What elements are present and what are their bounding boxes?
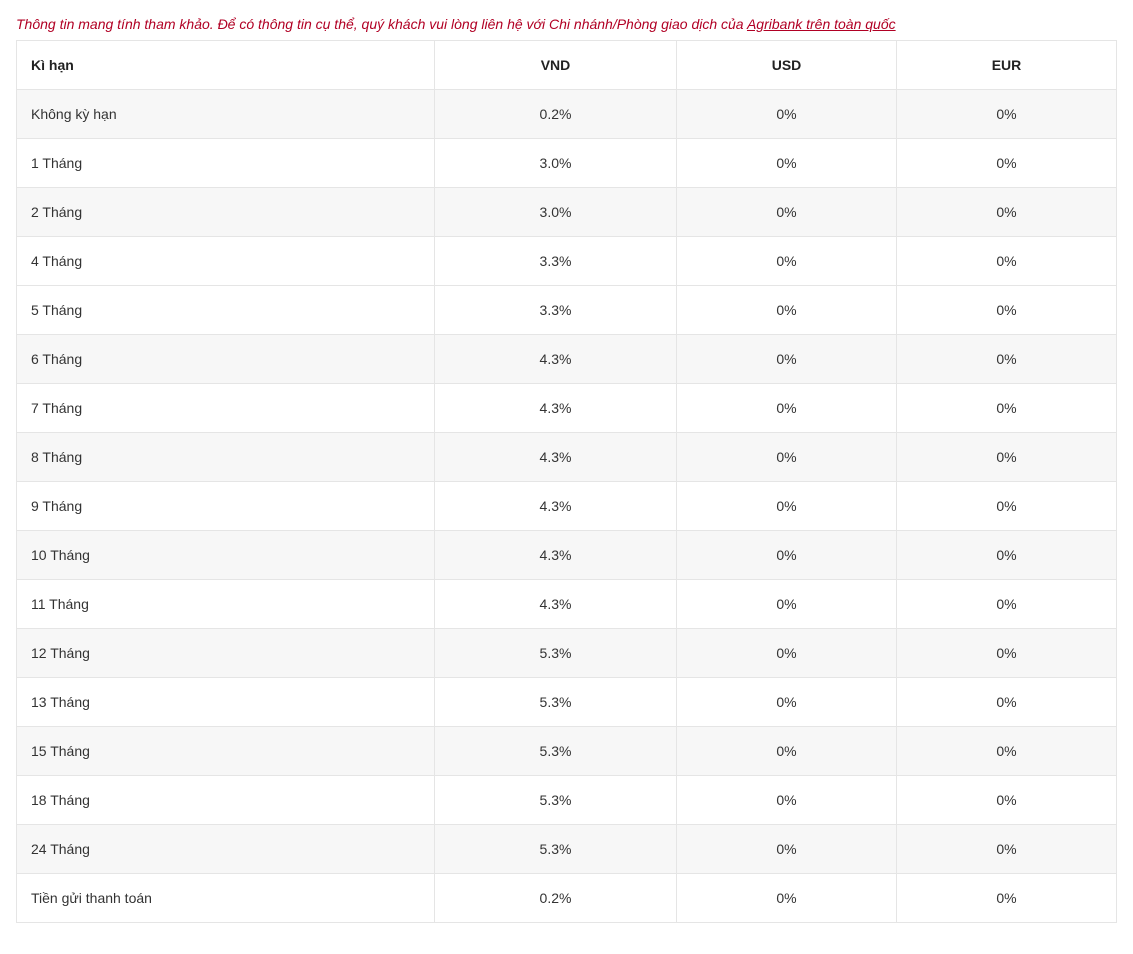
cell-term: 24 Tháng <box>17 825 435 874</box>
cell-term: 9 Tháng <box>17 482 435 531</box>
cell-usd: 0% <box>677 727 897 776</box>
cell-usd: 0% <box>677 825 897 874</box>
table-row: 24 Tháng5.3%0%0% <box>17 825 1117 874</box>
table-row: 7 Tháng4.3%0%0% <box>17 384 1117 433</box>
cell-eur: 0% <box>897 188 1117 237</box>
cell-term: 6 Tháng <box>17 335 435 384</box>
cell-usd: 0% <box>677 335 897 384</box>
cell-vnd: 5.3% <box>435 727 677 776</box>
cell-eur: 0% <box>897 335 1117 384</box>
table-row: 15 Tháng5.3%0%0% <box>17 727 1117 776</box>
cell-usd: 0% <box>677 580 897 629</box>
cell-term: 7 Tháng <box>17 384 435 433</box>
table-row: 8 Tháng4.3%0%0% <box>17 433 1117 482</box>
cell-vnd: 4.3% <box>435 531 677 580</box>
cell-eur: 0% <box>897 629 1117 678</box>
cell-vnd: 3.0% <box>435 139 677 188</box>
cell-term: 13 Tháng <box>17 678 435 727</box>
cell-vnd: 4.3% <box>435 433 677 482</box>
table-row: 5 Tháng3.3%0%0% <box>17 286 1117 335</box>
cell-usd: 0% <box>677 90 897 139</box>
col-header-usd: USD <box>677 41 897 90</box>
cell-term: 2 Tháng <box>17 188 435 237</box>
cell-eur: 0% <box>897 139 1117 188</box>
col-header-term: Kì hạn <box>17 41 435 90</box>
cell-usd: 0% <box>677 286 897 335</box>
table-header-row: Kì hạn VND USD EUR <box>17 41 1117 90</box>
table-row: 10 Tháng4.3%0%0% <box>17 531 1117 580</box>
cell-eur: 0% <box>897 580 1117 629</box>
cell-usd: 0% <box>677 629 897 678</box>
notice-prefix: Thông tin mang tính tham khảo. Để có thô… <box>16 16 747 32</box>
cell-vnd: 5.3% <box>435 776 677 825</box>
table-row: 2 Tháng3.0%0%0% <box>17 188 1117 237</box>
cell-eur: 0% <box>897 727 1117 776</box>
table-row: 9 Tháng4.3%0%0% <box>17 482 1117 531</box>
cell-vnd: 4.3% <box>435 335 677 384</box>
cell-eur: 0% <box>897 90 1117 139</box>
table-row: 11 Tháng4.3%0%0% <box>17 580 1117 629</box>
cell-eur: 0% <box>897 531 1117 580</box>
cell-eur: 0% <box>897 286 1117 335</box>
cell-term: 10 Tháng <box>17 531 435 580</box>
interest-rate-table: Kì hạn VND USD EUR Không kỳ hạn0.2%0%0%1… <box>16 40 1117 923</box>
table-row: 13 Tháng5.3%0%0% <box>17 678 1117 727</box>
cell-usd: 0% <box>677 433 897 482</box>
cell-term: 15 Tháng <box>17 727 435 776</box>
table-row: 12 Tháng5.3%0%0% <box>17 629 1117 678</box>
cell-vnd: 5.3% <box>435 678 677 727</box>
cell-eur: 0% <box>897 482 1117 531</box>
cell-eur: 0% <box>897 678 1117 727</box>
cell-vnd: 4.3% <box>435 580 677 629</box>
cell-usd: 0% <box>677 678 897 727</box>
table-row: Tiền gửi thanh toán0.2%0%0% <box>17 874 1117 923</box>
cell-usd: 0% <box>677 776 897 825</box>
cell-vnd: 4.3% <box>435 384 677 433</box>
cell-usd: 0% <box>677 188 897 237</box>
reference-notice: Thông tin mang tính tham khảo. Để có thô… <box>16 16 1117 32</box>
cell-term: 4 Tháng <box>17 237 435 286</box>
cell-term: 5 Tháng <box>17 286 435 335</box>
cell-vnd: 3.0% <box>435 188 677 237</box>
cell-vnd: 3.3% <box>435 286 677 335</box>
table-row: 1 Tháng3.0%0%0% <box>17 139 1117 188</box>
cell-vnd: 5.3% <box>435 629 677 678</box>
cell-term: 1 Tháng <box>17 139 435 188</box>
col-header-vnd: VND <box>435 41 677 90</box>
cell-eur: 0% <box>897 776 1117 825</box>
table-row: 18 Tháng5.3%0%0% <box>17 776 1117 825</box>
table-row: Không kỳ hạn0.2%0%0% <box>17 90 1117 139</box>
cell-usd: 0% <box>677 531 897 580</box>
cell-eur: 0% <box>897 825 1117 874</box>
cell-vnd: 4.3% <box>435 482 677 531</box>
agribank-link[interactable]: Agribank trên toàn quốc <box>747 16 896 32</box>
cell-usd: 0% <box>677 874 897 923</box>
cell-vnd: 0.2% <box>435 90 677 139</box>
cell-term: Không kỳ hạn <box>17 90 435 139</box>
cell-term: 8 Tháng <box>17 433 435 482</box>
rate-table-body: Không kỳ hạn0.2%0%0%1 Tháng3.0%0%0%2 Thá… <box>17 90 1117 923</box>
cell-vnd: 0.2% <box>435 874 677 923</box>
cell-eur: 0% <box>897 874 1117 923</box>
cell-term: 18 Tháng <box>17 776 435 825</box>
table-row: 6 Tháng4.3%0%0% <box>17 335 1117 384</box>
cell-vnd: 5.3% <box>435 825 677 874</box>
cell-term: 11 Tháng <box>17 580 435 629</box>
cell-usd: 0% <box>677 482 897 531</box>
cell-eur: 0% <box>897 433 1117 482</box>
cell-usd: 0% <box>677 237 897 286</box>
cell-term: Tiền gửi thanh toán <box>17 874 435 923</box>
cell-eur: 0% <box>897 384 1117 433</box>
cell-term: 12 Tháng <box>17 629 435 678</box>
cell-usd: 0% <box>677 384 897 433</box>
cell-vnd: 3.3% <box>435 237 677 286</box>
cell-eur: 0% <box>897 237 1117 286</box>
table-row: 4 Tháng3.3%0%0% <box>17 237 1117 286</box>
col-header-eur: EUR <box>897 41 1117 90</box>
cell-usd: 0% <box>677 139 897 188</box>
